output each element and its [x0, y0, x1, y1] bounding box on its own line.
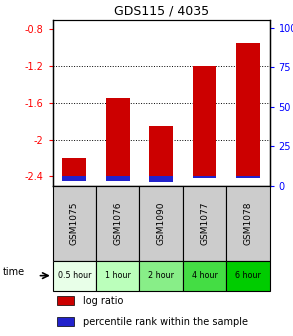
Bar [236, 176, 260, 178]
Title: GDS115 / 4035: GDS115 / 4035 [114, 5, 209, 17]
Bar [53, 261, 96, 291]
Bar [183, 185, 226, 261]
Bar [193, 66, 217, 176]
Bar [183, 261, 226, 291]
Bar [139, 261, 183, 291]
Bar [226, 185, 270, 261]
Bar [106, 176, 130, 181]
Bar [193, 176, 217, 178]
Bar [96, 261, 139, 291]
Text: percentile rank within the sample: percentile rank within the sample [83, 317, 248, 327]
Text: 4 hour: 4 hour [192, 271, 217, 280]
Text: log ratio: log ratio [83, 296, 123, 306]
Bar [149, 176, 173, 182]
Bar [96, 185, 139, 261]
Bar [62, 158, 86, 176]
Bar [62, 176, 86, 181]
Bar [226, 261, 270, 291]
Bar [139, 185, 183, 261]
Text: GSM1075: GSM1075 [70, 201, 79, 245]
Bar [106, 98, 130, 176]
Text: 2 hour: 2 hour [148, 271, 174, 280]
Bar [236, 43, 260, 176]
Text: 1 hour: 1 hour [105, 271, 131, 280]
Bar [57, 296, 74, 305]
Text: GSM1077: GSM1077 [200, 201, 209, 245]
Text: time: time [3, 267, 25, 277]
Bar [149, 126, 173, 176]
Text: 0.5 hour: 0.5 hour [58, 271, 91, 280]
Text: GSM1090: GSM1090 [157, 201, 166, 245]
Text: GSM1076: GSM1076 [113, 201, 122, 245]
Bar [57, 317, 74, 326]
Text: GSM1078: GSM1078 [243, 201, 252, 245]
Bar [53, 185, 96, 261]
Text: 6 hour: 6 hour [235, 271, 261, 280]
